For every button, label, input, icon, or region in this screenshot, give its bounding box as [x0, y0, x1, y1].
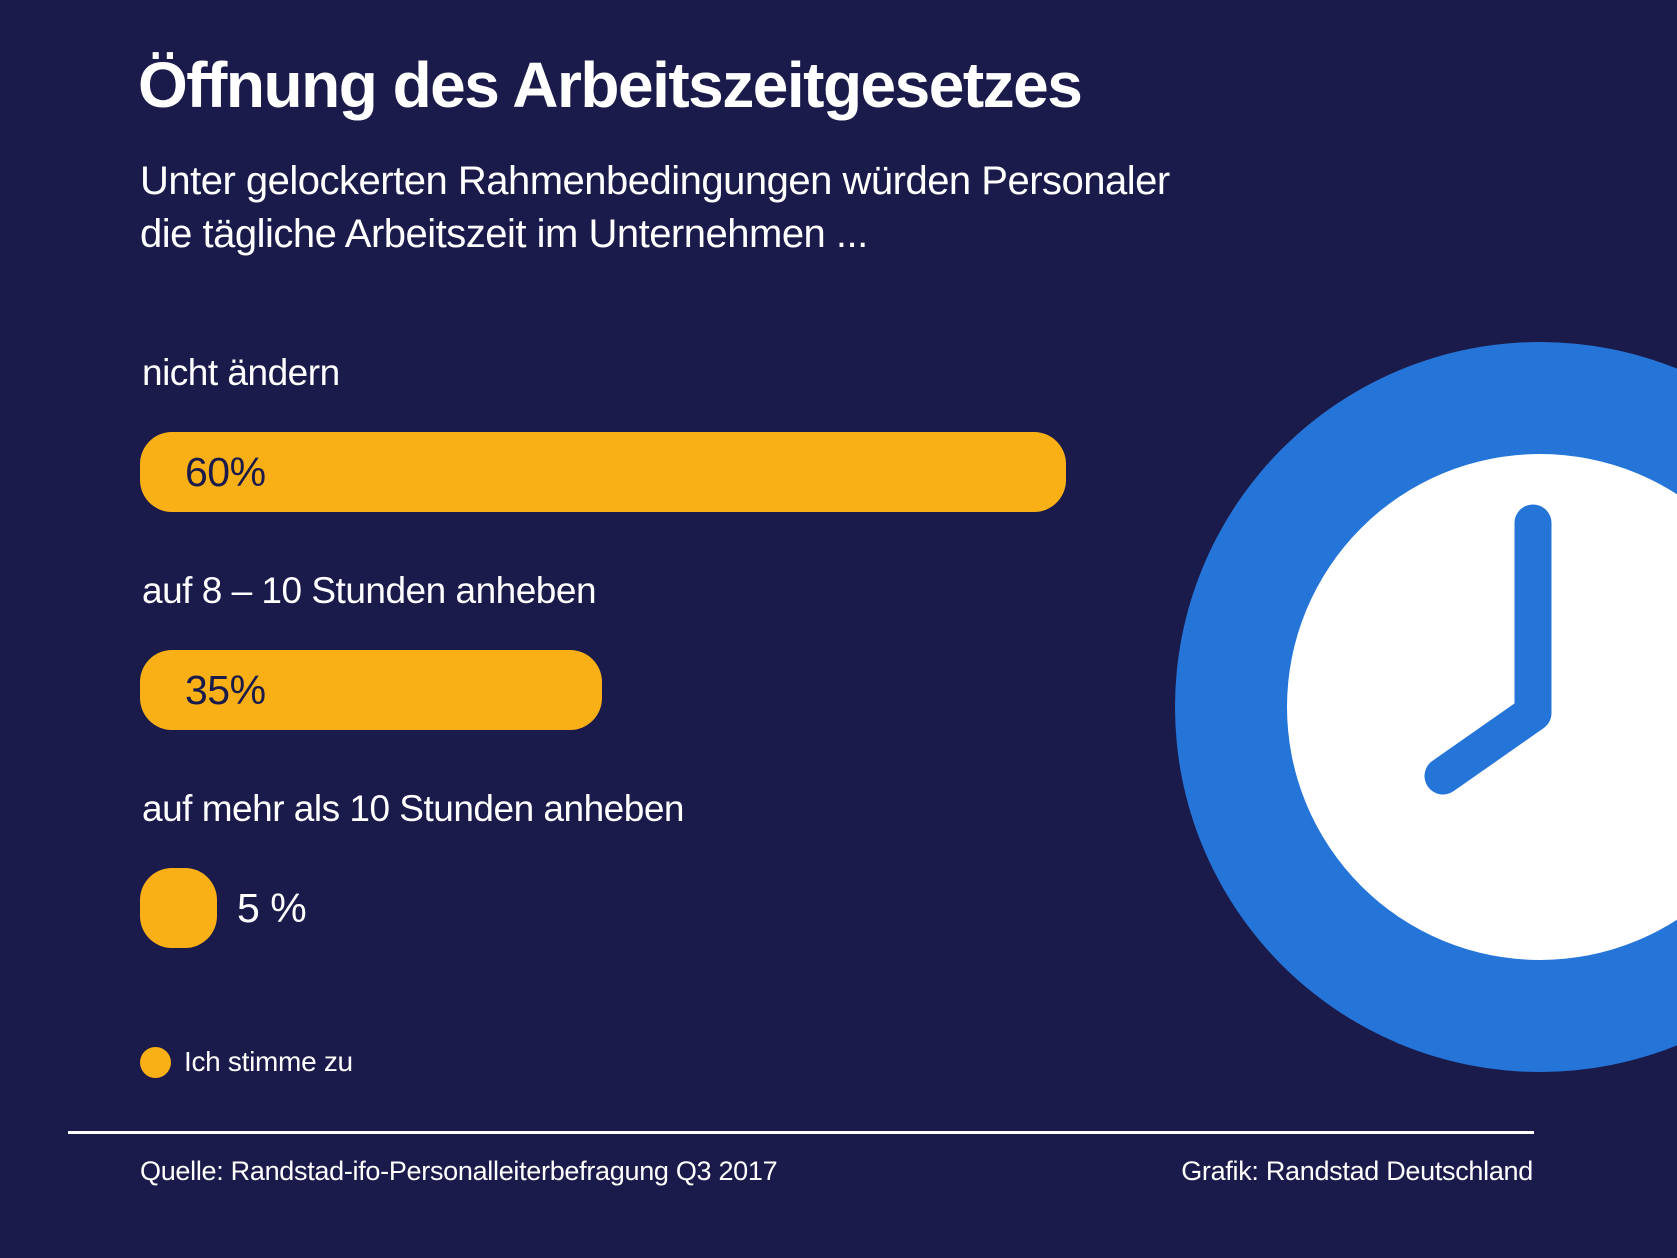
bar: 35%: [140, 650, 602, 730]
bar-category-label: nicht ändern: [142, 352, 340, 393]
page-title: Öffnung des Arbeitszeitgesetzes: [138, 49, 1083, 121]
bar-value-label: 35%: [185, 666, 266, 713]
bar-category-label: auf 8 – 10 Stunden anheben: [142, 570, 597, 611]
credit-note: Grafik: Randstad Deutschland: [1181, 1156, 1533, 1186]
legend-label: Ich stimme zu: [184, 1046, 353, 1077]
source-note: Quelle: Randstad-ifo-Personalleiterbefra…: [140, 1156, 778, 1186]
bar-category-label: auf mehr als 10 Stunden anheben: [142, 788, 684, 829]
legend-marker-icon: [140, 1046, 171, 1078]
bar: 60%: [140, 432, 1066, 512]
bar-value-label: 60%: [185, 448, 266, 495]
footer-divider: [68, 1131, 1534, 1134]
bar-value-label: 5 %: [237, 885, 307, 931]
page-subtitle-line2: die tägliche Arbeitszeit im Unternehmen …: [140, 212, 868, 256]
page-subtitle: Unter gelockerten Rahmenbedingungen würd…: [140, 155, 1170, 261]
page-subtitle-line1: Unter gelockerten Rahmenbedingungen würd…: [140, 159, 1170, 203]
legend: Ich stimme zu: [140, 1046, 353, 1078]
bar: [140, 868, 217, 948]
